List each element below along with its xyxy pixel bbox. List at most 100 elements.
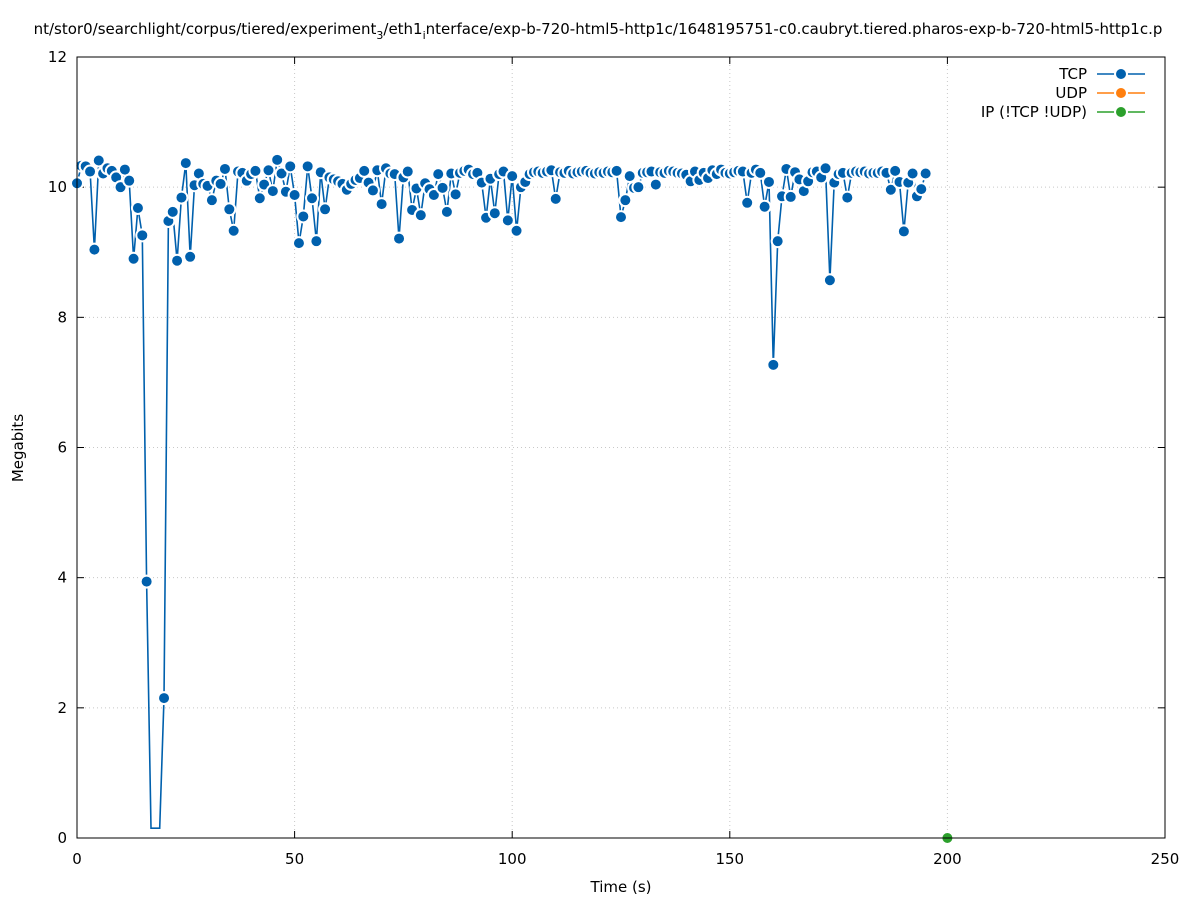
legend-marker: [1114, 67, 1128, 81]
data-point: [170, 253, 185, 268]
data-point: [213, 176, 228, 191]
data-point: [757, 199, 772, 214]
tick-labels: 0 50 100 150 200 250 0 2 4 6 8 10 12: [48, 48, 1179, 868]
data-point: [431, 167, 446, 182]
data-point: [439, 204, 454, 219]
data-point: [226, 223, 241, 238]
legend-label: UDP: [1055, 84, 1087, 102]
data-point: [905, 166, 920, 181]
legend-marker: [1114, 105, 1128, 119]
data-point: [309, 234, 324, 249]
data-point: [818, 161, 833, 176]
data-point: [305, 191, 320, 206]
data-point: [374, 197, 389, 212]
data-point: [918, 166, 933, 181]
data-point: [509, 223, 524, 238]
data-point: [217, 161, 232, 176]
y-tick-label: 2: [57, 699, 67, 717]
data-point: [130, 200, 145, 215]
data-point: [766, 357, 781, 372]
data-point: [400, 164, 415, 179]
series-layer: [70, 152, 955, 845]
data-point: [914, 182, 929, 197]
x-tick-label: 0: [72, 850, 82, 868]
y-tick-label: 6: [57, 439, 67, 457]
data-point: [761, 174, 776, 189]
grid-lines: [77, 57, 1165, 838]
data-point: [740, 195, 755, 210]
data-point: [287, 187, 302, 202]
data-point: [448, 187, 463, 202]
data-point: [609, 163, 624, 178]
data-point: [648, 177, 663, 192]
y-tick-label: 8: [57, 308, 67, 326]
series-line: [76, 159, 927, 829]
y-tick-label: 10: [48, 178, 67, 196]
legend-label: TCP: [1058, 65, 1087, 83]
legend-entry: TCP: [1058, 65, 1145, 83]
data-point: [204, 193, 219, 208]
data-point: [883, 182, 898, 197]
data-point: [283, 159, 298, 174]
series-tcp: [70, 152, 933, 829]
data-point: [318, 202, 333, 217]
y-tick-label: 12: [48, 48, 67, 66]
y-tick-label: 0: [57, 829, 67, 847]
data-point: [248, 163, 263, 178]
data-point: [840, 190, 855, 205]
data-point: [435, 180, 450, 195]
data-point: [126, 251, 141, 266]
data-point: [174, 190, 189, 205]
data-point: [365, 183, 380, 198]
data-point: [122, 173, 137, 188]
x-tick-label: 50: [285, 850, 304, 868]
legend-label: IP (!TCP !UDP): [981, 103, 1087, 121]
data-point: [770, 234, 785, 249]
data-point: [548, 191, 563, 206]
x-tick-label: 200: [933, 850, 962, 868]
chart-title: nt/stor0/searchlight/corpus/tiered/exper…: [34, 20, 1163, 42]
plot-frame: [76, 56, 1166, 839]
data-point: [274, 166, 289, 181]
data-point: [165, 204, 180, 219]
data-point: [783, 189, 798, 204]
data-point: [505, 169, 520, 184]
data-point: [896, 224, 911, 239]
data-point: [753, 165, 768, 180]
x-axis-label: Time (s): [590, 878, 652, 896]
data-point: [261, 163, 276, 178]
data-point: [178, 156, 193, 171]
data-point: [357, 163, 372, 178]
data-point: [822, 273, 837, 288]
data-point: [87, 242, 102, 257]
data-point: [91, 153, 106, 168]
data-point: [265, 184, 280, 199]
data-point: [500, 213, 515, 228]
x-tick-label: 100: [498, 850, 527, 868]
data-point: [300, 159, 315, 174]
data-point: [618, 193, 633, 208]
data-point: [157, 691, 172, 706]
data-point: [291, 236, 306, 251]
legend-entry: UDP: [1055, 84, 1145, 102]
data-point: [413, 208, 428, 223]
data-point: [270, 152, 285, 167]
data-point: [222, 202, 237, 217]
data-point: [252, 191, 267, 206]
data-point: [296, 209, 311, 224]
data-point: [622, 169, 637, 184]
data-point: [83, 164, 98, 179]
data-point: [135, 228, 150, 243]
data-point: [139, 574, 154, 589]
data-point: [631, 180, 646, 195]
y-tick-label: 4: [57, 569, 67, 587]
data-point: [487, 206, 502, 221]
x-tick-label: 150: [715, 850, 744, 868]
data-point: [183, 249, 198, 264]
data-point: [614, 210, 628, 225]
legend-entry: IP (!TCP !UDP): [981, 103, 1145, 121]
x-tick-label: 250: [1151, 850, 1180, 868]
data-point: [392, 231, 407, 246]
